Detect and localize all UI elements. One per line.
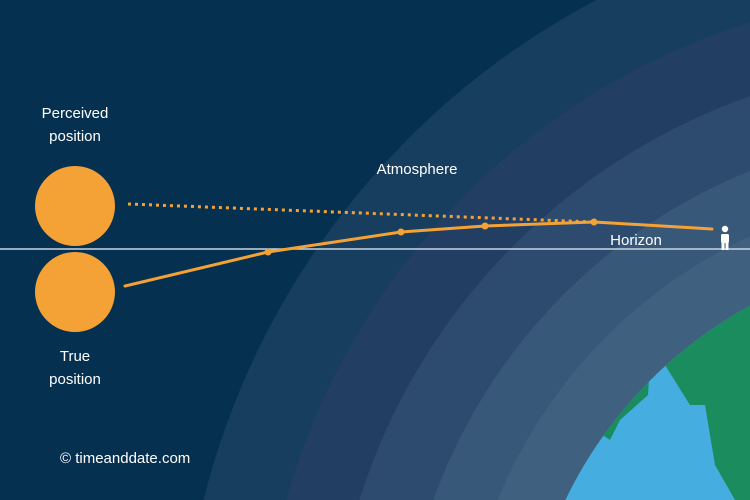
sun-perceived-icon <box>35 166 115 246</box>
refracted-light-path <box>123 220 714 288</box>
perceived-position-label: Perceived position <box>20 102 130 148</box>
atmosphere-label: Atmosphere <box>376 161 458 178</box>
copyright-credit[interactable]: © timeanddate.com <box>60 450 191 467</box>
true-position-label: True position <box>20 345 130 391</box>
refraction-point <box>264 248 272 256</box>
ocean-inlet <box>620 400 700 500</box>
refraction-point <box>590 218 598 226</box>
sun-true-icon <box>35 252 115 332</box>
true-label-line1: True <box>59 348 91 365</box>
perceived-label-line2: position <box>49 128 101 145</box>
person-icon <box>721 225 729 250</box>
perceived-label-line1: Perceived <box>41 105 109 122</box>
horizon-label: Horizon <box>610 232 662 249</box>
refraction-point <box>481 222 489 230</box>
refraction-points <box>264 218 598 256</box>
perceived-sightline <box>127 202 595 224</box>
true-label-line2: position <box>49 371 101 388</box>
refraction-point <box>397 228 405 236</box>
atmosphere-layers <box>203 0 750 500</box>
